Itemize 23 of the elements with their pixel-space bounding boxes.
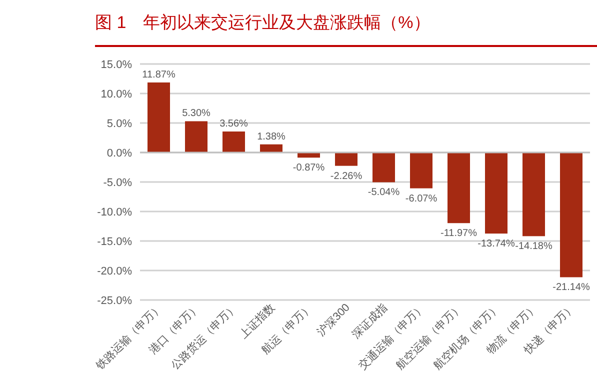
y-tick-label: -10.0% bbox=[97, 206, 132, 218]
y-tick-label: 15.0% bbox=[100, 59, 132, 71]
data-label: 3.56% bbox=[220, 118, 248, 130]
data-label: -5.04% bbox=[368, 187, 400, 198]
data-label: -13.74% bbox=[478, 238, 515, 250]
data-label: -2.26% bbox=[330, 170, 362, 182]
y-tick-label: 0.0% bbox=[106, 148, 132, 160]
data-label: -0.87% bbox=[292, 162, 325, 174]
data-label: 1.38% bbox=[257, 131, 286, 142]
y-tick-label: 5.0% bbox=[106, 118, 132, 130]
data-label: 11.87% bbox=[142, 69, 176, 80]
data-label: -14.18% bbox=[515, 241, 552, 252]
data-label: -11.97% bbox=[440, 228, 478, 240]
y-tick-label: 10.0% bbox=[100, 88, 132, 100]
title: 图 1 年初以来交运行业及大盘涨跌幅（%） bbox=[95, 13, 430, 32]
data-label: -21.14% bbox=[552, 282, 590, 294]
data-label: -6.07% bbox=[405, 193, 438, 204]
data-label: 5.30% bbox=[182, 108, 211, 120]
y-tick-label: -20.0% bbox=[97, 266, 132, 278]
y-tick-label: -5.0% bbox=[103, 177, 132, 189]
y-tick-label: -15.0% bbox=[97, 236, 132, 248]
x-tick-label: 沪深300 bbox=[314, 300, 352, 339]
y-tick-label: -25.0% bbox=[97, 295, 132, 307]
